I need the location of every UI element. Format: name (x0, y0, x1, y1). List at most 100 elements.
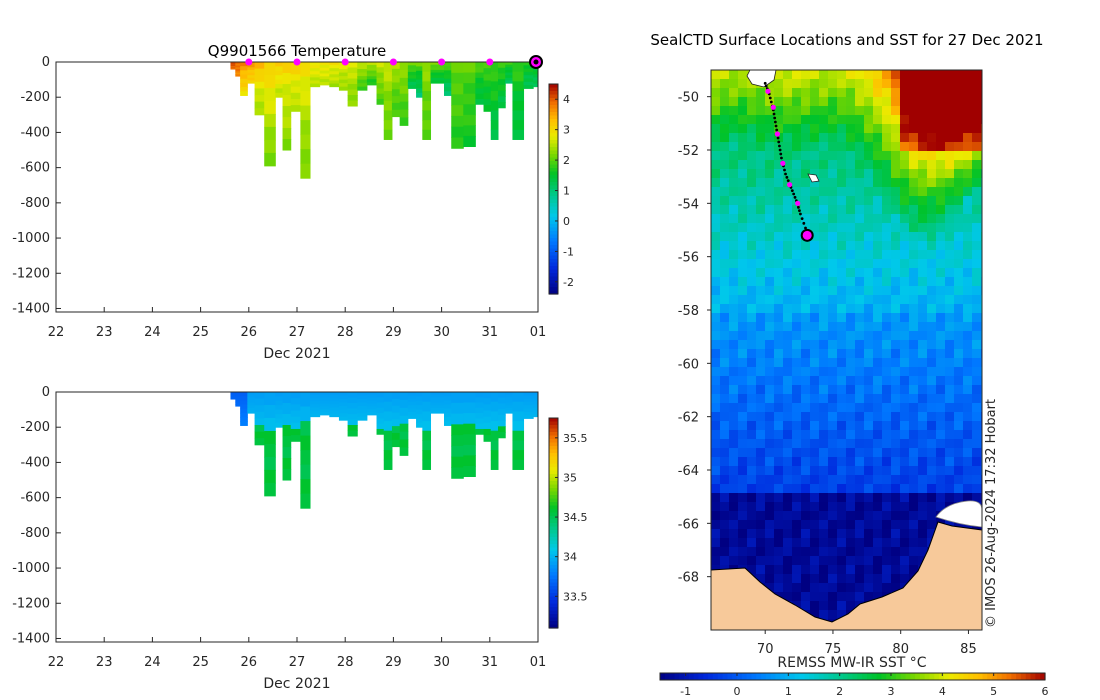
sst-cell (828, 268, 838, 278)
sst-cell (729, 367, 739, 377)
salinity-colorbar-segment (549, 498, 558, 503)
sst-cell (756, 250, 766, 260)
track-point (793, 195, 797, 199)
sst-cell (738, 529, 748, 539)
salinity-cell (463, 444, 476, 456)
sst-cell (756, 394, 766, 404)
sst-cell (882, 232, 892, 242)
sst-cell (873, 160, 883, 170)
sst-cell (927, 349, 937, 359)
sst-cell (819, 484, 829, 494)
salinity-cell (512, 440, 525, 451)
sst-cell (846, 322, 856, 332)
sst-cell (729, 484, 739, 494)
temperature-cell (357, 69, 368, 74)
temperature-colorbar-segment (549, 168, 558, 173)
sst-colorbar-segment (1025, 673, 1032, 680)
daily-position (770, 104, 776, 110)
sst-cell (810, 169, 820, 179)
sst-cell (846, 511, 856, 521)
salinity-colorbar-segment (549, 519, 558, 524)
sst-cell (738, 97, 748, 107)
sst-cell (864, 97, 874, 107)
sst-cell (918, 457, 928, 467)
sst-cell (891, 511, 901, 521)
temperature-cell (338, 86, 349, 91)
sst-cell (927, 259, 937, 269)
sst-cell (783, 259, 793, 269)
temperature-x-tick-label: 22 (48, 325, 65, 340)
temperature-y-tick-label: -1400 (12, 301, 50, 316)
salinity-cell (422, 440, 432, 451)
sst-cell (963, 421, 973, 431)
sst-cell (738, 439, 748, 449)
sst-cell (792, 214, 802, 224)
temperature-cell (463, 104, 476, 116)
sst-cell (774, 187, 784, 197)
sst-cell (864, 583, 874, 593)
salinity-cell (357, 406, 368, 411)
salinity-cell (483, 435, 492, 442)
sst-cell (774, 214, 784, 224)
sst-cell (738, 376, 748, 386)
temperature-cell (329, 65, 340, 69)
sst-colorbar-segment (789, 673, 796, 680)
sst-cell (954, 250, 964, 260)
sst-cell (900, 502, 910, 512)
sst-cell (711, 547, 721, 557)
temperature-cell (512, 62, 525, 73)
sst-cell (837, 547, 847, 557)
sst-cell (864, 124, 874, 134)
sst-cell (945, 88, 955, 98)
sst-cell (828, 574, 838, 584)
sst-cell (810, 565, 820, 575)
sst-cell (765, 403, 775, 413)
sst-cell (945, 466, 955, 476)
sst-cell (846, 115, 856, 125)
temperature-cell (451, 137, 464, 149)
sst-cell (846, 286, 856, 296)
sst-cell (720, 502, 730, 512)
sst-cell (738, 385, 748, 395)
sst-cell (927, 403, 937, 413)
sst-cell (864, 448, 874, 458)
sst-cell (945, 196, 955, 206)
sst-cell (774, 178, 784, 188)
sst-cell (720, 214, 730, 224)
temperature-colorbar-tick-label: -1 (563, 245, 574, 258)
sst-cell (873, 259, 883, 269)
sst-cell (783, 322, 793, 332)
salinity-cell (376, 428, 385, 435)
temperature-cell (290, 68, 301, 75)
sst-cell (945, 250, 955, 260)
sst-cell (783, 592, 793, 602)
sst-cell (747, 232, 757, 242)
salinity-cell (407, 392, 417, 396)
sst-cell (855, 538, 865, 548)
sst-cell (927, 394, 937, 404)
temperature-cell (444, 66, 452, 71)
sst-colorbar-segment (996, 673, 1003, 680)
sst-cell (873, 286, 883, 296)
sst-cell (837, 331, 847, 341)
sst-cell (945, 241, 955, 251)
salinity-cell (240, 404, 248, 410)
salinity-cell (240, 412, 248, 418)
salinity-colorbar-tick-label: 35.5 (563, 432, 588, 445)
sst-cell (927, 529, 937, 539)
salinity-cell (264, 417, 276, 432)
sst-cell (837, 421, 847, 431)
sst-cell (936, 475, 946, 485)
sst-cell (801, 421, 811, 431)
sst-cell (864, 457, 874, 467)
sst-cell (972, 214, 982, 224)
sst-cell (756, 439, 766, 449)
sst-colorbar-segment (924, 673, 931, 680)
sst-cell (882, 214, 892, 224)
sst-cell (972, 493, 982, 503)
sst-cell (855, 88, 865, 98)
temperature-y-axis: 0-200-400-600-800-1000-1200-1400 (12, 55, 61, 316)
sst-cell (918, 196, 928, 206)
temperature-cell (254, 101, 265, 109)
sst-cell (936, 160, 946, 170)
